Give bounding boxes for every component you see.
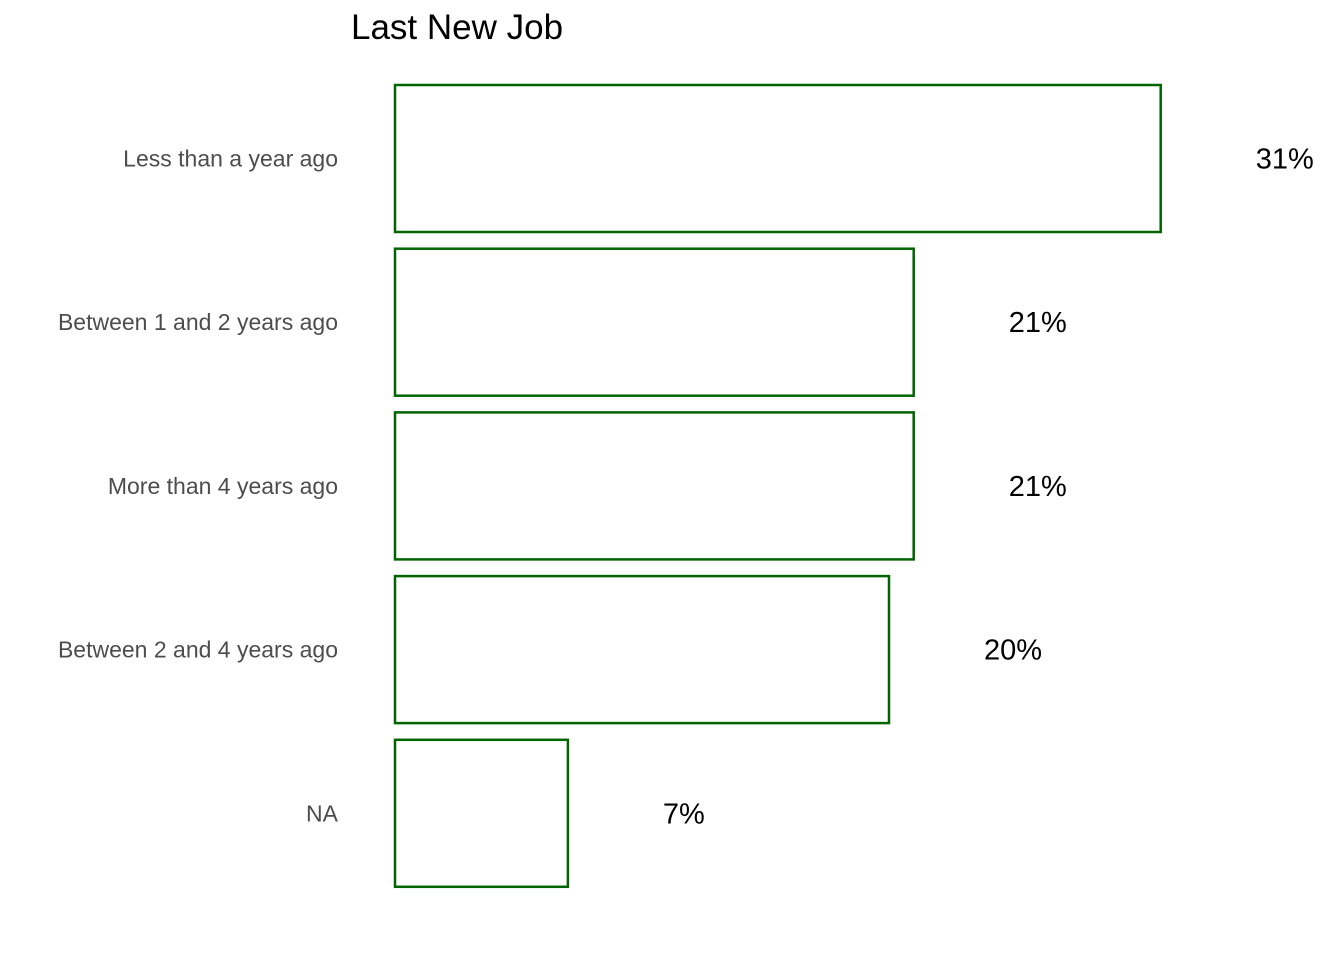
bar	[393, 738, 570, 889]
category-label: Less than a year ago	[123, 146, 338, 172]
value-label: 7%	[663, 798, 705, 830]
bar	[393, 574, 891, 725]
value-label: 20%	[984, 635, 1042, 667]
bar	[393, 411, 915, 561]
value-label: 31%	[1256, 144, 1314, 176]
category-label: More than 4 years ago	[108, 473, 338, 499]
category-label: Between 2 and 4 years ago	[58, 637, 338, 663]
value-labels-group: 31% 21% 21% 20% 7%	[663, 144, 1314, 831]
category-label: NA	[306, 800, 339, 826]
bar	[393, 83, 1162, 234]
chart-title: Last New Job	[351, 8, 563, 47]
value-label: 21%	[1009, 471, 1067, 503]
value-label: 21%	[1009, 307, 1067, 339]
bar	[393, 247, 915, 397]
category-label: Between 1 and 2 years ago	[58, 309, 338, 335]
category-labels-group: Less than a year ago Between 1 and 2 year…	[58, 146, 339, 827]
bars-group	[393, 83, 1162, 889]
